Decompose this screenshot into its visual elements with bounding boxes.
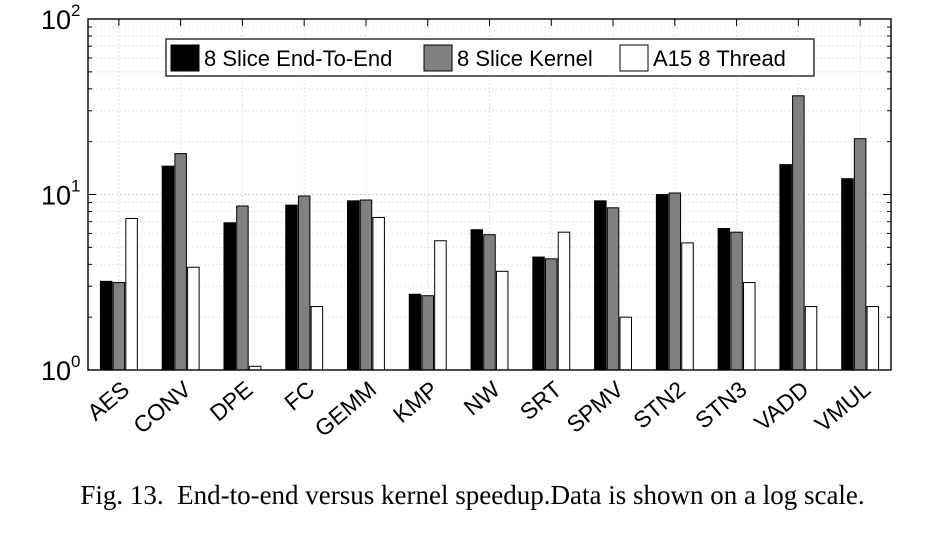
bar-spmv-series-3 [619, 316, 632, 371]
y-tick-exponent: 1 [71, 177, 80, 196]
bar-vmul-series-1 [841, 178, 854, 371]
bar-vmul-series-2 [853, 138, 867, 371]
caption-label: Fig. 13. [80, 480, 164, 510]
x-tick-label: NW [459, 376, 505, 421]
legend-box [165, 38, 815, 77]
legend-swatch-3 [619, 44, 649, 72]
bar-aes-series-2 [112, 282, 126, 371]
bar-srt-series-3 [557, 231, 571, 371]
x-tick-label: KMP [388, 376, 443, 428]
x-tick-label: AES [82, 376, 134, 426]
y-tick-label: 10 2 [41, 1, 80, 35]
bar-kmp-series-3 [434, 240, 447, 371]
bar-dpe-series-1 [223, 222, 236, 371]
bar-kmp-series-2 [421, 295, 434, 371]
bar-gemm-series-3 [372, 216, 385, 371]
bar-srt-series-2 [545, 258, 558, 371]
bar-stn2-series-1 [655, 194, 669, 371]
x-tick-label: VMUL [810, 376, 876, 437]
x-tick-label: VADD [749, 376, 813, 436]
bar-aes-series-1 [99, 280, 113, 371]
bar-vadd-series-2 [792, 95, 805, 371]
bar-conv-series-3 [187, 266, 200, 371]
bar-nw-series-3 [495, 270, 509, 371]
bar-fc-series-2 [297, 195, 311, 371]
y-tick-label: 10 0 [41, 352, 80, 386]
bar-gemm-series-1 [347, 200, 360, 371]
caption-text: End-to-end versus kernel speedup.Data is… [177, 480, 865, 510]
plot-frame [87, 18, 892, 371]
y-tick-exponent: 2 [71, 1, 80, 20]
figure-caption: Fig. 13. End-to-end versus kernel speedu… [0, 480, 945, 511]
x-tick-label: SRT [515, 376, 567, 425]
bar-dpe-series-2 [236, 205, 249, 371]
x-tick-label: GEMM [310, 376, 382, 442]
y-tick-base: 10 [41, 5, 71, 35]
x-tick-label: DPE [205, 376, 258, 426]
x-tick-label: CONV [128, 375, 196, 438]
x-tick-label: SPMV [562, 375, 629, 437]
bar-stn3-series-3 [743, 282, 756, 371]
bar-fc-series-1 [285, 204, 298, 371]
bar-stn2-series-3 [681, 242, 694, 371]
legend-label-3: A15 8 Thread [653, 46, 786, 71]
bar-srt-series-1 [532, 256, 545, 371]
bar-aes-series-3 [125, 217, 138, 371]
y-tick-base: 10 [41, 181, 71, 211]
bar-fc-series-3 [310, 306, 324, 371]
x-tick-label: STN2 [628, 376, 690, 434]
bar-spmv-series-2 [606, 207, 620, 371]
bar-vadd-series-3 [804, 306, 818, 371]
bar-vadd-series-1 [779, 164, 792, 371]
bar-kmp-series-1 [408, 293, 422, 371]
bar-spmv-series-1 [594, 200, 607, 371]
bar-nw-series-1 [470, 229, 484, 371]
legend-label-1: 8 Slice End-To-End [204, 46, 392, 71]
x-tick-label: STN3 [690, 376, 752, 434]
bar-conv-series-1 [161, 165, 175, 371]
bar-stn3-series-2 [730, 231, 743, 371]
legend: 8 Slice End-To-End 8 Slice Kernel A15 8 Th… [165, 38, 815, 77]
bar-vmul-series-3 [866, 306, 880, 371]
bar-gemm-series-2 [359, 199, 373, 371]
legend-swatch-1 [170, 44, 200, 72]
y-tick-exponent: 0 [71, 352, 80, 371]
legend-label-2: 8 Slice Kernel [457, 46, 593, 71]
y-tick-label: 10 1 [41, 177, 80, 211]
y-tick-base: 10 [41, 356, 71, 386]
x-tick-label: FC [279, 376, 319, 416]
bar-conv-series-2 [174, 153, 187, 371]
legend-swatch-2 [423, 44, 453, 72]
bar-stn3-series-1 [717, 228, 731, 371]
bar-nw-series-2 [483, 234, 496, 371]
bar-stn2-series-2 [668, 192, 682, 371]
